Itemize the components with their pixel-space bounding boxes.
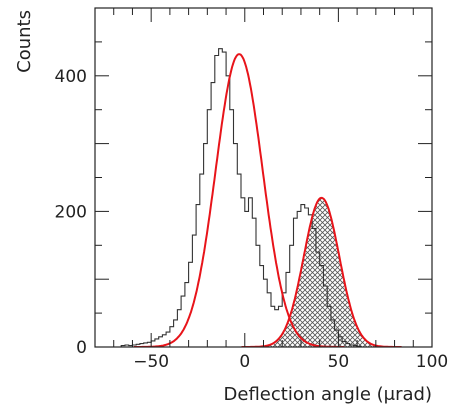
histogram-series: [95, 48, 432, 347]
y-tick-label: 400: [55, 67, 87, 87]
y-tick-label: 0: [76, 338, 87, 358]
x-tick-label: −50: [133, 352, 169, 372]
plot-area: [95, 48, 432, 347]
gaussian-fit-1: [133, 53, 345, 347]
gaussian-fit-2: [241, 196, 402, 347]
x-axis-label: Deflection angle (μrad): [224, 384, 432, 405]
x-tick-label: 0: [239, 352, 250, 372]
axes: −50 0 50 100 0 200 400: [55, 7, 448, 372]
shaded-fit-area-2: [250, 197, 393, 347]
y-axis-label: Counts: [14, 10, 35, 73]
x-tick-label: 100: [416, 352, 448, 372]
x-tick-label: 50: [328, 352, 350, 372]
y-tick-label: 200: [55, 202, 87, 222]
